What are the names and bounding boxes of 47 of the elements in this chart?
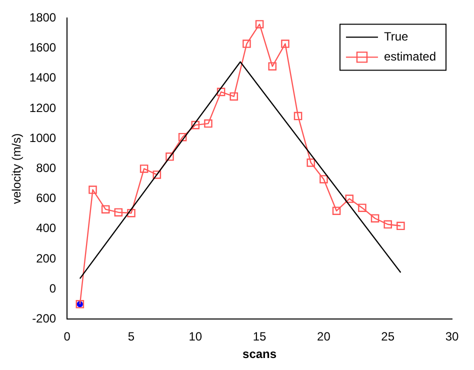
point [370, 214, 380, 222]
y-tick-label: 1600 [29, 40, 56, 55]
point [384, 220, 392, 229]
x-tick-label: 15 [252, 330, 267, 344]
point [140, 164, 148, 173]
x-tick-label: 5 [128, 330, 135, 344]
y-axis-title: velocity (m/s) [10, 133, 24, 204]
y-tick-label: 0 [49, 281, 56, 296]
x-tick-label: 0 [64, 330, 71, 344]
x-axis-title: scans [242, 347, 277, 362]
y-tick-label: -200 [32, 312, 56, 326]
y-tick-label: 1000 [29, 130, 56, 145]
point [306, 158, 316, 167]
point [152, 170, 162, 179]
point [216, 88, 226, 96]
point [281, 40, 290, 48]
point [345, 194, 354, 203]
point [396, 222, 405, 230]
y-tick-label: 1800 [29, 10, 56, 25]
point [230, 92, 238, 101]
y-tick-label: 1400 [29, 70, 56, 85]
point [178, 132, 187, 142]
point [332, 206, 341, 215]
point [294, 112, 302, 120]
point [242, 40, 251, 48]
point [268, 62, 277, 70]
y-tick-label: 400 [36, 221, 56, 236]
y-tick-label: 200 [36, 251, 56, 266]
x-tick-label: 20 [317, 330, 331, 344]
legend-label: estimated [384, 50, 436, 64]
point [101, 205, 110, 214]
y-tick-label: 600 [36, 191, 56, 206]
point [166, 152, 174, 161]
y-tick-label: 1200 [29, 100, 56, 115]
x-tick-label: 10 [188, 330, 202, 344]
point [358, 204, 366, 212]
point [320, 175, 328, 184]
x-tick-label: 25 [381, 330, 395, 344]
y-tick-label: 800 [36, 161, 56, 176]
point [88, 186, 97, 194]
legend-label: True [384, 30, 409, 44]
point [191, 120, 200, 130]
x-tick-label: 30 [445, 330, 459, 344]
point [255, 20, 264, 28]
point [114, 208, 123, 216]
point [127, 208, 136, 218]
point [204, 119, 212, 128]
